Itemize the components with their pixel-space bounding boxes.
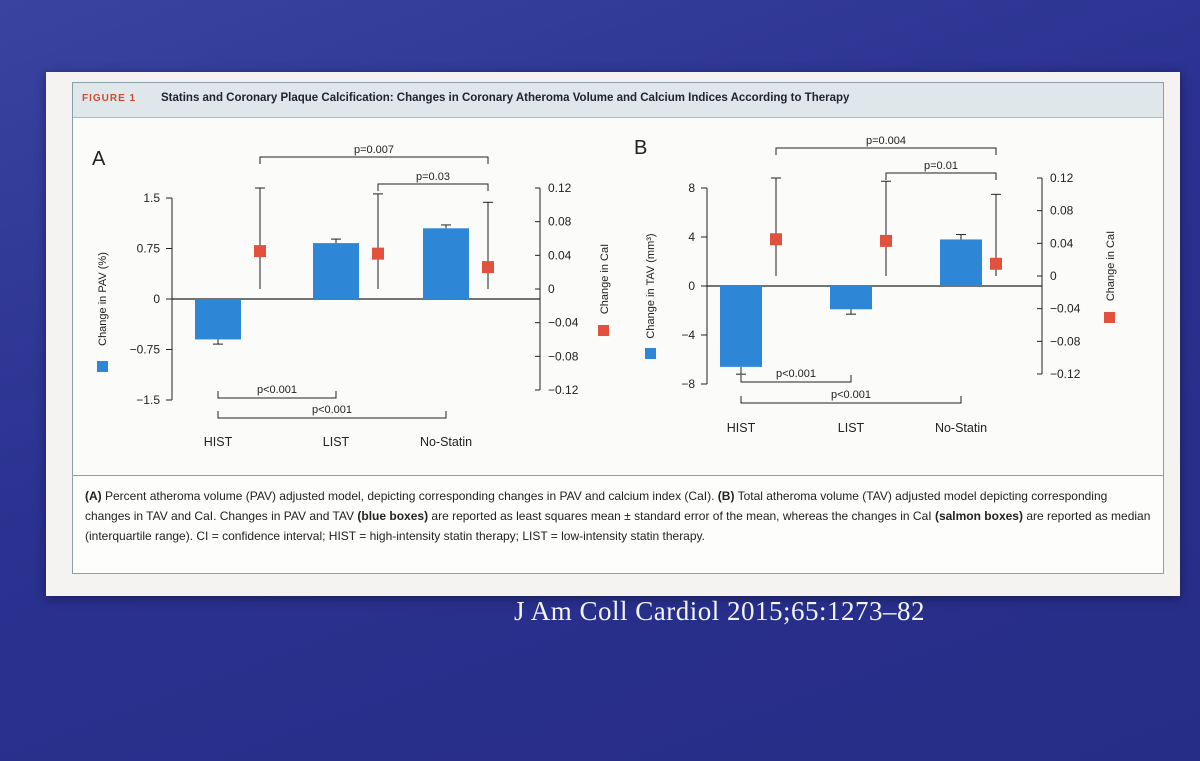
y-tick-label-left: 1.5 [143,191,160,205]
cai-marker [482,261,494,274]
p-value-top: p=0.007 [354,144,394,156]
y-tick-label-right: 0.12 [1050,171,1074,185]
y-tick-label-right: 0.12 [548,181,572,195]
p-value-top: p=0.004 [866,135,906,147]
caption-salmon-label: (salmon boxes) [934,509,1023,523]
caption-part4: are reported as median (interquartile ra… [85,509,1151,543]
y-tick-label-left: 0 [688,279,695,293]
y-tick-label-right: 0 [1050,269,1057,283]
figure-title: Statins and Coronary Plaque Calcificatio… [161,92,850,104]
cai-marker [880,234,892,247]
y-tick-label-right: −0.04 [1050,302,1081,316]
bar-hist [195,299,241,340]
legend-blue-swatch [645,348,656,359]
p-value-bottom: p<0.001 [831,389,871,401]
y-tick-label-left: 4 [688,230,695,244]
y-axis-title-left: Change in PAV (%) [97,252,109,346]
figure-caption: (A) Percent atheroma volume (PAV) adjust… [85,486,1151,546]
figure-box: FIGURE 1 Statins and Coronary Plaque Cal… [72,82,1164,574]
panel-label: B [634,137,647,159]
citation-text: J Am Coll Cardiol 2015;65:1273–82 [514,596,926,626]
y-tick-label-right: −0.12 [548,383,579,397]
comparison-bracket-top [259,156,489,164]
category-label: LIST [323,435,350,449]
bar-list [313,243,359,299]
cai-marker [990,257,1002,270]
category-label: HIST [727,421,756,435]
y-axis-title-left: Change in TAV (mm³) [645,233,657,338]
category-label: LIST [838,421,865,435]
legend-salmon-swatch [1104,312,1115,323]
panel-label: A [92,148,106,170]
legend-salmon-swatch [598,325,609,336]
comparison-bracket-bottom [217,411,447,419]
comparison-bracket-top [775,147,997,155]
comparison-bracket-bottom [740,375,852,383]
y-tick-label-left: −4 [681,328,695,342]
bar-hist [720,286,762,367]
category-label: No-Statin [420,435,472,449]
y-tick-label-left: −1.5 [136,393,160,407]
y-tick-label-right: 0.08 [1050,204,1074,218]
y-tick-label-right: 0.08 [548,215,572,229]
comparison-bracket-bottom [740,396,962,404]
y-axis-title-right: Change in CaI [599,244,611,314]
y-tick-label-left: 8 [688,181,695,195]
y-tick-label-left: 0 [153,292,160,306]
p-value-bottom: p<0.001 [776,368,816,380]
y-tick-label-left: −0.75 [130,343,161,357]
p-value-top: p=0.03 [416,171,450,183]
y-tick-label-right: −0.08 [1050,334,1081,348]
y-tick-label-right: 0.04 [1050,236,1074,250]
caption-blue-label: (blue boxes) [357,509,429,523]
bar-list [830,286,872,310]
comparison-bracket-top [885,172,997,180]
figure-header: FIGURE 1 Statins and Coronary Plaque Cal… [73,83,1163,118]
figure-label: FIGURE 1 [82,93,137,104]
cai-marker [254,245,266,258]
cai-marker [770,233,782,246]
p-value-bottom: p<0.001 [257,384,297,396]
bar-no-statin [423,228,469,299]
bar-no-statin [940,239,982,286]
category-label: HIST [204,435,233,449]
y-tick-label-right: −0.08 [548,349,579,363]
y-tick-label-right: 0 [548,282,555,296]
category-label: No-Statin [935,421,987,435]
caption-a-label: (A) [85,489,102,503]
caption-part3: are reported as least squares mean ± sta… [428,509,935,523]
caption-part1: Percent atheroma volume (PAV) adjusted m… [101,489,718,503]
y-axis-title-right: Change in CaI [1105,231,1117,301]
y-tick-label-left: 0.75 [137,242,161,256]
comparison-bracket-top [377,183,489,191]
comparison-bracket-bottom [217,391,337,399]
y-tick-label-right: −0.04 [548,316,579,330]
p-value-bottom: p<0.001 [312,404,352,416]
cai-marker [372,247,384,260]
y-tick-label-left: −8 [681,377,695,391]
caption-part2: Total atheroma volume (TAV) adjusted mod… [85,489,1108,523]
caption-box: (A) Percent atheroma volume (PAV) adjust… [73,475,1163,573]
caption-b-label: (B) [717,489,735,503]
legend-blue-swatch [97,361,108,372]
y-tick-label-right: −0.12 [1050,367,1081,381]
p-value-top: p=0.01 [924,160,958,172]
y-tick-label-right: 0.04 [548,248,572,262]
